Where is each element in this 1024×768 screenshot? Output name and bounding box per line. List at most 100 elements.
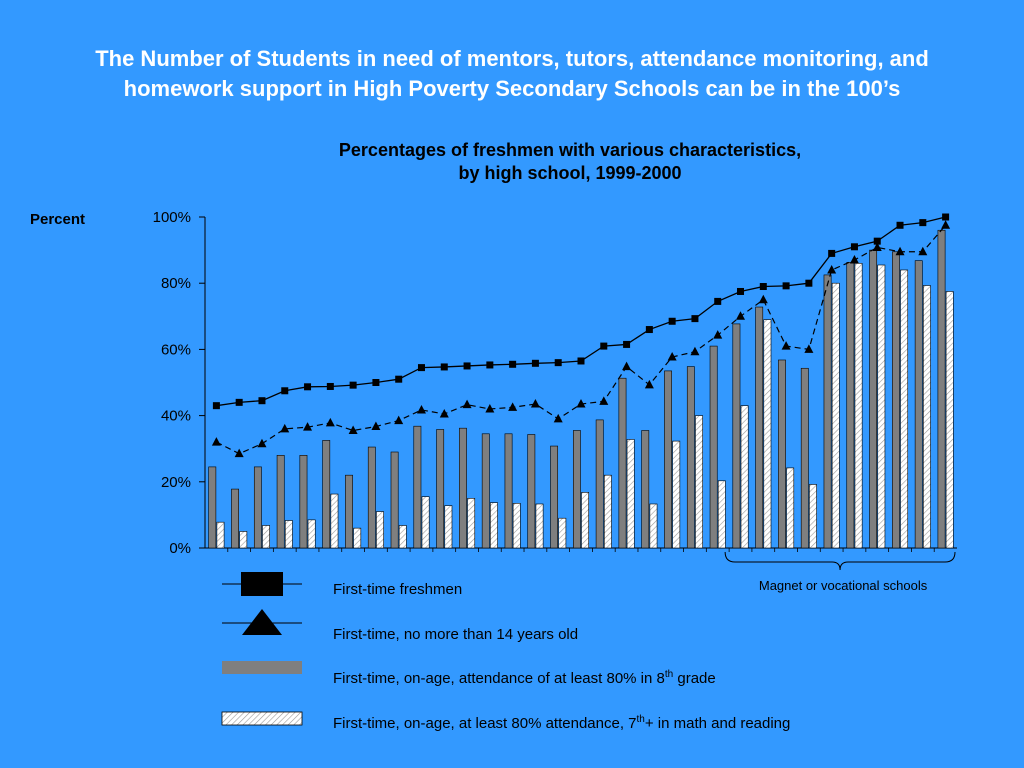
- bar-math-reading: [398, 525, 407, 549]
- legend-label-no-more-than-14: First-time, no more than 14 years old: [333, 626, 579, 643]
- point-no-more-than-14: [416, 404, 426, 414]
- point-no-more-than-14: [667, 352, 677, 361]
- point-first-time-freshmen: [281, 387, 289, 395]
- point-first-time-freshmen: [326, 382, 334, 390]
- bar-attendance-80: [299, 455, 308, 549]
- chart-title-line2: by high school, 1999-2000: [458, 163, 682, 183]
- point-no-more-than-14: [303, 422, 313, 431]
- bar-math-reading: [740, 405, 749, 549]
- point-first-time-freshmen: [372, 379, 380, 386]
- bar-attendance-80: [390, 451, 399, 549]
- plot-area: 0% 20% 40% 60% 80% 100% Percent Magnet or vocat…: [30, 209, 957, 593]
- legend-marker-square: [222, 572, 302, 596]
- bar-attendance-80: [709, 345, 718, 549]
- bar-math-reading: [672, 440, 681, 549]
- bar-math-reading: [444, 505, 453, 549]
- point-no-more-than-14: [257, 438, 267, 448]
- point-first-time-freshmen: [235, 398, 243, 406]
- point-no-more-than-14: [713, 330, 723, 339]
- chart-title-line1: Percentages of freshmen with various cha…: [338, 140, 802, 160]
- bar-attendance-80: [436, 429, 445, 549]
- point-no-more-than-14: [941, 220, 951, 229]
- slide-title: The Number of Students in need of mentor…: [10, 44, 1014, 104]
- bar-math-reading: [786, 467, 795, 549]
- bar-math-reading: [695, 415, 703, 549]
- point-no-more-than-14: [576, 399, 586, 408]
- point-first-time-freshmen: [691, 315, 699, 323]
- bar-math-reading: [809, 484, 817, 549]
- legend-label-attendance-80: First-time, on-age, attendance of at lea…: [333, 669, 853, 688]
- bar-attendance-80: [504, 433, 513, 549]
- bar-math-reading: [353, 527, 362, 549]
- bar-math-reading: [626, 439, 635, 549]
- bar-attendance-80: [276, 455, 285, 549]
- bar-math-reading: [945, 291, 954, 549]
- point-first-time-freshmen: [600, 342, 608, 350]
- bar-attendance-80: [231, 488, 239, 549]
- bar-attendance-80: [800, 367, 809, 549]
- point-first-time-freshmen: [714, 297, 722, 305]
- bar-math-reading: [831, 282, 840, 549]
- point-first-time-freshmen: [759, 283, 767, 291]
- bar-attendance-80: [618, 377, 627, 549]
- legend-label-math-reading: First-time, on-age, at least 80% attenda…: [333, 714, 853, 733]
- bar-math-reading: [307, 519, 316, 549]
- bar-attendance-80: [778, 359, 786, 549]
- bar-math-reading: [490, 502, 498, 549]
- chart-title: Percentages of freshmen with various cha…: [200, 139, 940, 185]
- y-tick-label: 0%: [169, 540, 191, 557]
- bar-attendance-80: [846, 262, 855, 549]
- bar-attendance-80: [459, 427, 467, 549]
- point-first-time-freshmen: [417, 364, 425, 372]
- point-first-time-freshmen: [896, 221, 904, 229]
- legend-label-math-reading-sup: th: [636, 714, 645, 725]
- bar-attendance-80: [755, 306, 764, 549]
- y-tick-label: 80%: [161, 275, 191, 292]
- point-no-more-than-14: [439, 408, 449, 418]
- bar-attendance-80: [253, 466, 262, 549]
- slide-title-line1: The Number of Students in need of mentor…: [95, 46, 929, 71]
- bar-math-reading: [330, 493, 339, 549]
- bar-math-reading: [558, 517, 567, 549]
- point-no-more-than-14: [508, 402, 518, 411]
- bar-attendance-80: [550, 445, 559, 549]
- point-no-more-than-14: [530, 399, 540, 408]
- bar-attendance-80: [322, 440, 331, 549]
- bar-attendance-80: [914, 260, 923, 549]
- point-first-time-freshmen: [577, 357, 585, 365]
- legend-label-attendance-80-sup: th: [664, 669, 674, 680]
- point-first-time-freshmen: [349, 381, 357, 389]
- point-first-time-freshmen: [942, 213, 950, 221]
- bar-attendance-80: [208, 466, 217, 549]
- point-no-more-than-14: [325, 417, 335, 427]
- bar-attendance-80: [481, 433, 490, 549]
- bar-attendance-80: [641, 430, 650, 549]
- bar-math-reading: [284, 520, 293, 549]
- bar-math-reading: [216, 521, 225, 549]
- legend-label-math-reading-text: First-time, on-age, at least 80% attenda…: [333, 715, 637, 732]
- bar-math-reading: [467, 498, 476, 549]
- slide-title-line2: homework support in High Poverty Seconda…: [123, 76, 901, 101]
- y-tick-label: 100%: [153, 209, 191, 226]
- point-no-more-than-14: [394, 415, 404, 425]
- bar-math-reading: [717, 480, 726, 549]
- point-first-time-freshmen: [531, 359, 539, 367]
- point-first-time-freshmen: [850, 243, 858, 251]
- bar-math-reading: [239, 531, 248, 549]
- bar-math-reading: [421, 496, 430, 549]
- point-first-time-freshmen: [623, 340, 631, 348]
- bar-attendance-80: [595, 419, 604, 549]
- bar-math-reading: [649, 503, 658, 549]
- point-no-more-than-14: [644, 379, 654, 389]
- bar-math-reading: [603, 474, 612, 549]
- point-no-more-than-14: [280, 423, 290, 433]
- point-first-time-freshmen: [395, 375, 403, 383]
- point-first-time-freshmen: [782, 282, 790, 290]
- y-tick-label: 20%: [161, 474, 191, 491]
- point-no-more-than-14: [622, 361, 632, 371]
- point-no-more-than-14: [827, 264, 837, 274]
- point-first-time-freshmen: [440, 363, 448, 371]
- point-no-more-than-14: [599, 396, 609, 405]
